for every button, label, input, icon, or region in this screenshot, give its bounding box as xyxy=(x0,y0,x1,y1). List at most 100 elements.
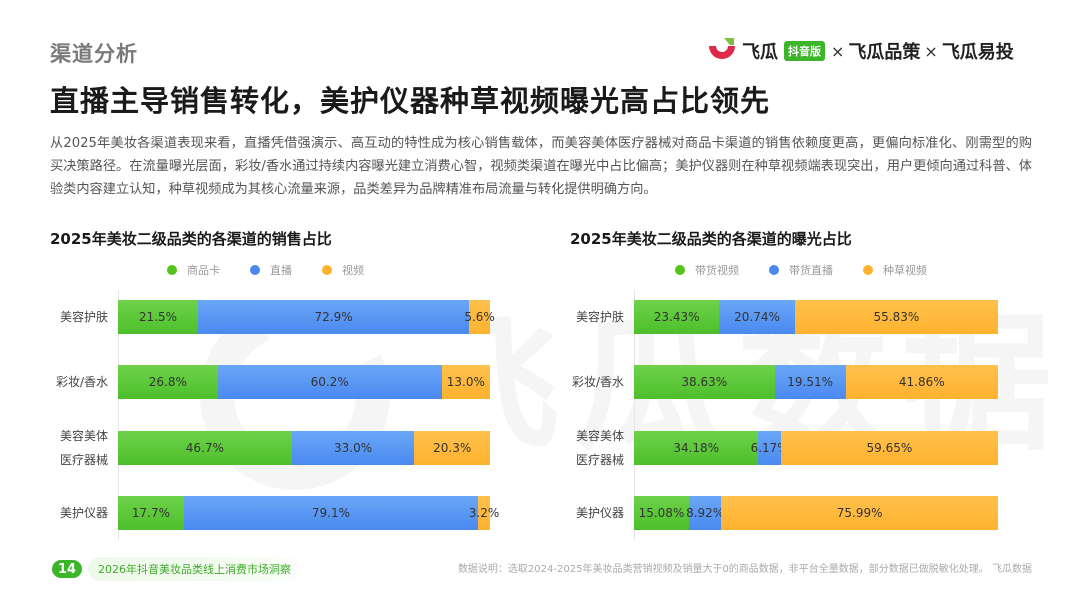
y-axis-line xyxy=(634,290,635,540)
data-label: 79.1% xyxy=(311,506,351,520)
bar-segment: 19.51% xyxy=(774,365,846,399)
bar-segment: 38.63% xyxy=(634,365,775,399)
bar-segment: 59.65% xyxy=(780,431,998,465)
brand-lockup: 飞瓜 抖音版 × 飞瓜品策 × 飞瓜易投 xyxy=(706,36,1014,66)
data-label: 34.18% xyxy=(673,441,720,455)
category-label-line: 美护仪器 xyxy=(59,506,108,520)
section-label: 渠道分析 xyxy=(50,42,138,66)
bar-segment: 8.92% xyxy=(686,496,725,530)
category-label: 美容护肤 xyxy=(576,300,624,334)
chart-title: 2025年美妆二级品类的各渠道的销售占比 xyxy=(50,230,332,248)
chart-plot: 美容护肤 21.5% 72.9% 5.6% 彩妆/香水 26.8% 60.2% 13.0% 美容… xyxy=(56,290,499,540)
bar-segment: 34.18% xyxy=(634,431,759,465)
bar-segment: 3.2% xyxy=(469,496,499,530)
legend-dot-icon xyxy=(769,265,779,275)
legend-label: 商品卡 xyxy=(187,264,220,277)
data-label: 46.7% xyxy=(185,441,224,455)
stacked-bar: 23.43% 20.74% 55.83% xyxy=(634,300,998,334)
data-label: 19.51% xyxy=(787,375,833,389)
brand-badge-douyin: 抖音版 xyxy=(784,41,825,61)
data-note: 数据说明：选取2024-2025年美妆品类营销视频及销量大于0的商品数据，非平台… xyxy=(457,564,1032,575)
bar-row: 彩妆/香水 38.63% 19.51% 41.86% xyxy=(572,365,998,399)
bar-row: 美容美体医疗器械 34.18% 6.17% 59.65% xyxy=(576,429,998,467)
legend-label: 带货视频 xyxy=(695,264,739,277)
legend-item: 种草视频 xyxy=(863,262,927,278)
stacked-bar: 38.63% 19.51% 41.86% xyxy=(634,365,998,399)
legend-dot-icon xyxy=(863,265,873,275)
data-label: 15.08% xyxy=(638,506,685,520)
bar-segment: 20.3% xyxy=(414,431,490,465)
bar-segment: 17.7% xyxy=(118,496,184,530)
category-label: 美容美体 医疗器械 xyxy=(576,429,624,467)
bar-segment: 21.5% xyxy=(118,300,198,334)
bar-segment: 13.0% xyxy=(441,365,490,399)
data-label: 38.63% xyxy=(681,375,728,389)
category-label: 彩妆/香水 xyxy=(56,365,108,399)
legend-dot-icon xyxy=(322,265,332,275)
bar-segment: 6.17% xyxy=(751,431,789,465)
y-axis-line xyxy=(118,290,119,540)
bar-segment: 41.86% xyxy=(845,365,998,399)
category-label-line: 医疗器械 xyxy=(575,453,624,467)
bar-segment: 79.1% xyxy=(183,496,479,530)
data-label: 5.6% xyxy=(464,310,495,324)
data-label: 13.0% xyxy=(446,375,485,389)
data-label: 55.83% xyxy=(873,310,920,324)
legend-dot-icon xyxy=(167,265,177,275)
data-label: 72.9% xyxy=(314,310,353,324)
legend-label: 带货直播 xyxy=(789,264,833,277)
data-label: 75.99% xyxy=(836,506,883,520)
legend-item: 直播 xyxy=(250,262,292,278)
bar-segment: 72.9% xyxy=(197,300,470,334)
bar-segment: 26.8% xyxy=(118,365,218,399)
brand-name-pince: 飞瓜品策 xyxy=(848,42,921,63)
chart-plot: 美容护肤 23.43% 20.74% 55.83% 彩妆/香水 38.63% 19.51% 4… xyxy=(572,290,998,540)
category-label: 美护仪器 xyxy=(576,496,624,530)
bar-row: 美容护肤 21.5% 72.9% 5.6% xyxy=(60,300,495,334)
legend-label: 视频 xyxy=(342,264,364,277)
category-label-line: 美容护肤 xyxy=(59,310,108,324)
legend-item: 视频 xyxy=(322,262,364,278)
stacked-bar: 15.08% 8.92% 75.99% xyxy=(634,496,998,530)
category-label-line: 美容护肤 xyxy=(575,310,624,324)
legend-item: 商品卡 xyxy=(167,262,220,278)
data-label: 8.92% xyxy=(686,506,725,520)
report-title: 2026年抖音美妆品类线上消费市场洞察 xyxy=(88,557,307,581)
bar-row: 美护仪器 17.7% 79.1% 3.2% xyxy=(60,496,499,530)
data-label: 21.5% xyxy=(138,310,178,324)
legend-label: 直播 xyxy=(270,264,292,277)
data-label: 20.74% xyxy=(734,310,780,324)
data-label: 3.2% xyxy=(468,506,500,520)
stacked-bar: 21.5% 72.9% 5.6% xyxy=(118,300,495,334)
bar-segment: 20.74% xyxy=(719,300,795,334)
bar-segment: 46.7% xyxy=(118,431,292,465)
stacked-bar: 34.18% 6.17% 59.65% xyxy=(634,431,998,465)
data-label: 59.65% xyxy=(866,441,913,455)
data-label: 60.2% xyxy=(310,375,349,389)
chart-legend: 商品卡 直播 视频 xyxy=(167,262,364,278)
category-label-line: 美容美体 xyxy=(575,429,624,443)
category-label-line: 医疗器械 xyxy=(59,453,108,467)
category-label: 美容护肤 xyxy=(60,300,108,334)
bar-row: 美容护肤 23.43% 20.74% 55.83% xyxy=(576,300,998,334)
data-label: 17.7% xyxy=(131,506,170,520)
data-label: 41.86% xyxy=(898,375,945,389)
brand-separator: × xyxy=(831,41,845,61)
data-label: 6.17% xyxy=(750,441,789,455)
legend-item: 带货直播 xyxy=(769,262,833,278)
category-label-line: 美容美体 xyxy=(59,429,108,443)
brand-name-yitou: 飞瓜易投 xyxy=(941,42,1014,63)
bar-segment: 33.0% xyxy=(291,431,415,465)
bar-segment: 55.83% xyxy=(794,300,998,334)
bar-segment: 5.6% xyxy=(464,300,495,334)
legend-dot-icon xyxy=(675,265,685,275)
data-label: 20.3% xyxy=(433,441,472,455)
category-label-line: 美护仪器 xyxy=(575,506,624,520)
chart-title: 2025年美妆二级品类的各渠道的曝光占比 xyxy=(570,230,852,248)
data-label: 33.0% xyxy=(334,441,373,455)
data-label: 26.8% xyxy=(148,375,187,389)
bar-row: 彩妆/香水 26.8% 60.2% 13.0% xyxy=(56,365,490,399)
bar-segment: 75.99% xyxy=(721,496,998,530)
stacked-bar: 46.7% 33.0% 20.3% xyxy=(118,431,490,465)
legend-item: 带货视频 xyxy=(675,262,739,278)
